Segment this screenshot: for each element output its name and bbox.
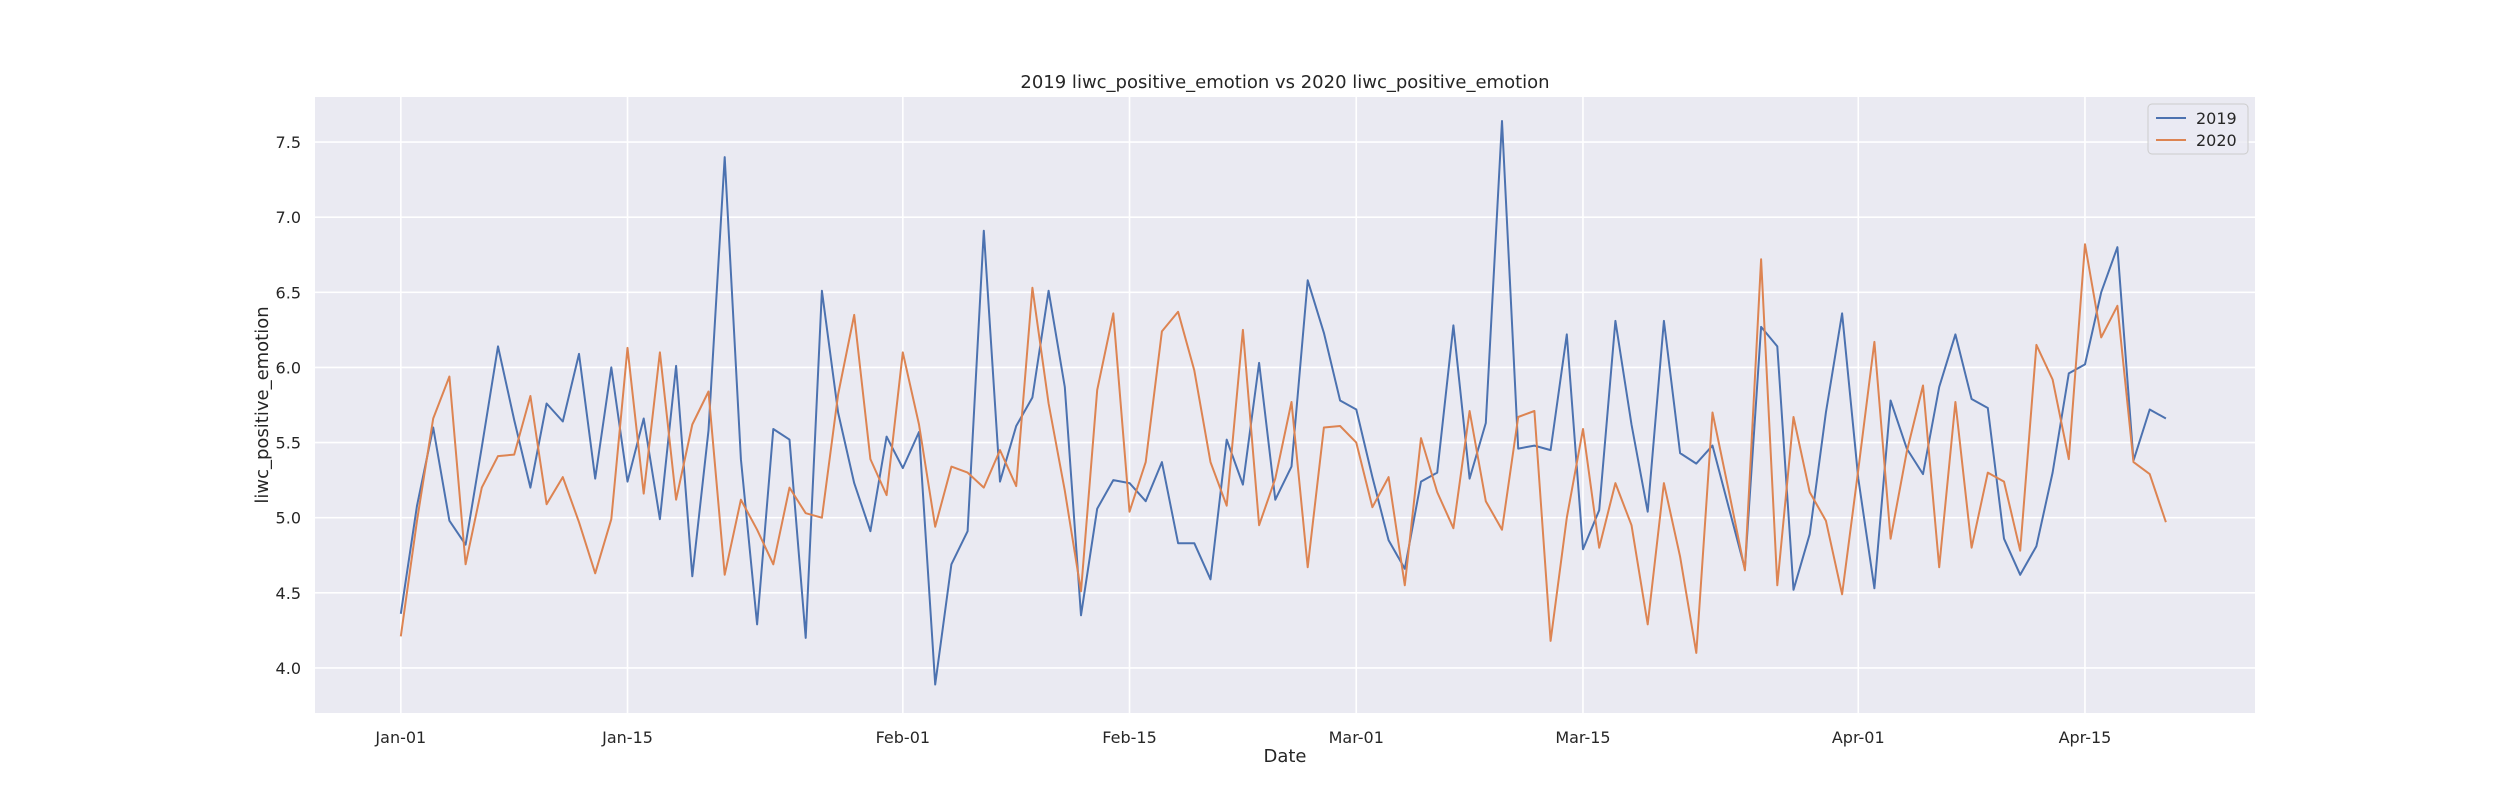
legend: 2019 2020: [2147, 103, 2249, 155]
x-tick-label: Jan-01: [374, 728, 426, 747]
legend-label-2019: 2019: [2196, 109, 2237, 128]
x-tick-label: Mar-15: [1555, 728, 1610, 747]
y-tick-label: 6.5: [276, 283, 301, 302]
x-tick-label: Apr-01: [1832, 728, 1885, 747]
series-layer: [399, 120, 2167, 686]
y-tick-label: 7.5: [276, 133, 301, 152]
x-tick-label: Mar-01: [1329, 728, 1384, 747]
y-axis-ticks: 4.0 4.5 5.0 5.5 6.0 6.5 7.0 7.5: [276, 133, 301, 678]
y-tick-label: 4.0: [276, 659, 301, 678]
x-axis-ticks: Jan-01 Jan-15 Feb-01 Feb-15 Mar-01 Mar-15 Apr-…: [374, 728, 2111, 747]
y-tick-label: 5.5: [276, 434, 301, 453]
grid: [315, 97, 2255, 713]
x-tick-label: Apr-15: [2059, 728, 2112, 747]
y-tick-label: 6.0: [276, 358, 301, 377]
series-line-2020: [399, 243, 2167, 654]
plot-background: [315, 97, 2255, 713]
x-axis-label: Date: [1263, 746, 1306, 767]
y-axis-label: liwc_positive_emotion: [252, 306, 273, 503]
x-tick-label: Feb-01: [876, 728, 930, 747]
y-tick-label: 7.0: [276, 208, 301, 227]
x-tick-label: Jan-15: [601, 728, 653, 747]
y-tick-label: 4.5: [276, 584, 301, 603]
legend-label-2020: 2020: [2196, 131, 2237, 150]
y-tick-label: 5.0: [276, 509, 301, 528]
x-tick-label: Feb-15: [1102, 728, 1156, 747]
series-line-2019: [399, 120, 2167, 686]
legend-box: [2147, 103, 2249, 155]
chart-title: 2019 liwc_positive_emotion vs 2020 liwc_…: [1020, 72, 1549, 93]
